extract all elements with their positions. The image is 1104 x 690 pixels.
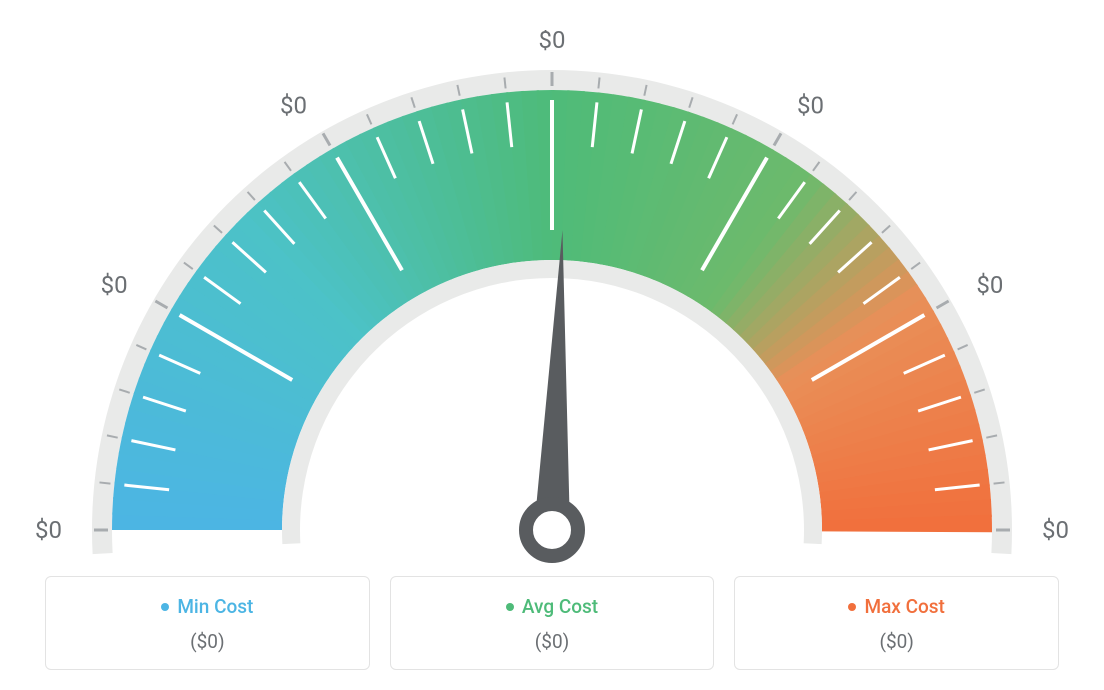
legend-title-min: Min Cost (161, 595, 253, 618)
gauge-needle-hub (526, 504, 578, 556)
legend-card-min: Min Cost ($0) (45, 576, 370, 670)
gauge-outer-minor-tick (598, 77, 599, 88)
legend-label-avg: Avg Cost (522, 595, 598, 618)
gauge-tick-label: $0 (35, 516, 62, 544)
gauge-tick-label: $0 (1042, 516, 1069, 544)
gauge-tick-label: $0 (797, 92, 824, 120)
legend-value-min: ($0) (56, 630, 359, 653)
gauge-outer-minor-tick (994, 482, 1005, 483)
gauge-tick-label: $0 (539, 30, 566, 54)
gauge-tick-label: $0 (280, 92, 307, 120)
legend-label-min: Min Cost (177, 595, 253, 618)
legend-dot-max (848, 603, 856, 611)
legend-title-max: Max Cost (848, 595, 944, 618)
legend-dot-min (161, 603, 169, 611)
legend-value-max: ($0) (745, 630, 1048, 653)
legend-label-max: Max Cost (864, 595, 944, 618)
chart-container: $0 $0 $0 $0 $0 $0 $0 Min Cost ($0) Avg Cost ($… (0, 0, 1104, 690)
legend-card-max: Max Cost ($0) (734, 576, 1059, 670)
legend-card-avg: Avg Cost ($0) (390, 576, 715, 670)
legend-title-avg: Avg Cost (506, 595, 598, 618)
gauge-outer-minor-tick (504, 77, 505, 88)
legend-dot-avg (506, 603, 514, 611)
gauge-svg: $0 $0 $0 $0 $0 $0 $0 (32, 30, 1072, 590)
gauge-tick-label: $0 (976, 271, 1003, 299)
gauge-chart: $0 $0 $0 $0 $0 $0 $0 (32, 30, 1072, 570)
legend-value-avg: ($0) (401, 630, 704, 653)
gauge-tick-label: $0 (101, 271, 128, 299)
legend-row: Min Cost ($0) Avg Cost ($0) Max Cost ($0… (45, 576, 1059, 670)
gauge-outer-minor-tick (99, 482, 110, 483)
